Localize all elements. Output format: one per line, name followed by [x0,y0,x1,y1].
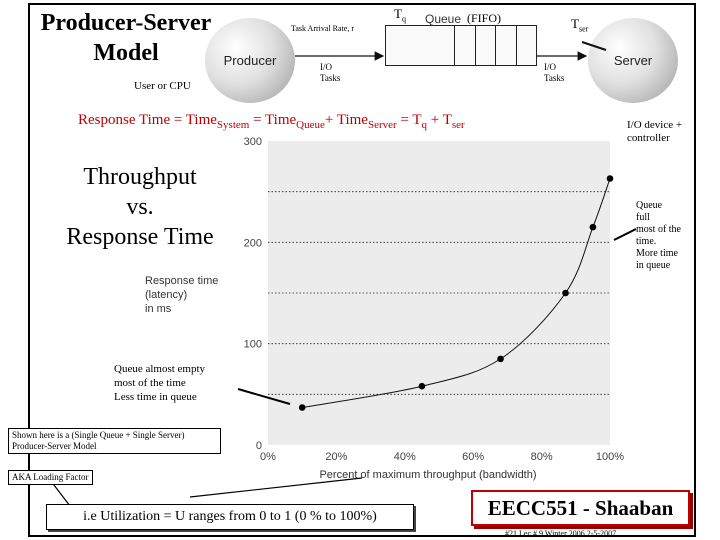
queue-empty-note: Queue almost empty most of the time Less t… [114,363,206,403]
data-point [589,223,597,231]
task-arrival-label: Task Arrival Rate, r [291,24,354,33]
y-tick-label: 0 [256,440,262,452]
model-note-box: Shown here is a (Single Queue + Single S… [8,428,221,454]
y-tick-label: 200 [244,237,262,249]
tq-label: Tq [394,6,406,24]
queue-label: Queue [425,12,462,26]
x-tick-label: 20% [325,451,347,463]
y-tick-label: 300 [244,136,262,148]
server-circle: Server [588,18,678,103]
server-label: Server [613,53,653,68]
data-point [497,355,504,363]
user-cpu-label: User or CPU [134,80,191,92]
queue-full-pointer [613,228,637,241]
data-point [606,175,614,182]
slide-footer: #21 Lec # 9 Winter 2006 2-5-2007 [505,529,617,538]
x-tick-label: 40% [394,451,416,463]
data-point [562,289,569,297]
y-axis-label-1: Response time [145,275,218,287]
queue-empty-pointer [237,388,291,405]
io-tasks-left: I/O Tasks [320,62,341,83]
title-line-2: Model [93,40,159,66]
slide-frame [28,3,696,537]
tser-pointer [581,41,607,51]
queue-full-note: Queue full most of the time. More time in qu… [636,200,681,271]
tser-label: Tser [571,16,589,34]
aka-note-box: AKA Loading Factor [8,470,93,485]
queue-slot [476,26,497,65]
flow-arrows [295,41,607,61]
response-time-equation: Response Time = TimeSystem = TimeQueue+ … [78,112,465,131]
io-tasks-right: I/O Tasks [544,62,565,83]
data-point [298,404,306,411]
y-axis-label-3: in ms [145,303,172,315]
x-tick-label: 80% [531,451,553,463]
throughput-vs-response-title: Throughput vs. Response Time [66,164,214,250]
slide-title: Producer-Server Model [36,8,216,68]
x-axis-label: Percent of maximum throughput (bandwidth… [319,469,536,481]
title-line-1: Producer-Server [40,10,212,36]
producer-circle: Producer [205,18,295,103]
producer-label: Producer [223,53,277,68]
queue-slot [454,26,476,65]
queue-slot [496,26,517,65]
io-device-label: I/O device + controller [627,119,683,144]
queue-box [385,25,537,66]
x-tick-label: 60% [462,451,484,463]
data-point [418,382,426,390]
course-badge: EECC551 - Shaaban [471,490,690,526]
x-tick-label: 100% [596,451,624,463]
x-tick-label: 0% [260,451,276,463]
y-tick-label: 100 [244,339,262,351]
y-axis-label-2: (latency) [145,289,187,301]
utilization-pointer [189,477,363,498]
fifo-label: (FIFO) [467,11,502,25]
utilization-note: i.e Utilization = U ranges from 0 to 1 (… [46,504,414,530]
